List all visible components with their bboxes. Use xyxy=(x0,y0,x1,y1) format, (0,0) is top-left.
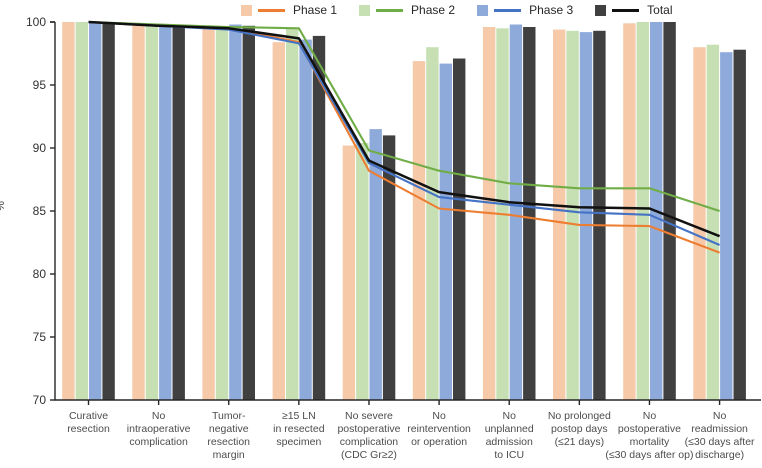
total-line-swatch-icon xyxy=(612,8,640,12)
bar-phase-1 xyxy=(272,42,285,400)
bar-total xyxy=(312,35,326,401)
y-tick-label: 70 xyxy=(33,393,47,407)
bar-phase-1 xyxy=(202,25,215,401)
legend-item-total: Total xyxy=(595,3,673,17)
bar-phase-2 xyxy=(286,28,299,401)
bar-total xyxy=(663,22,676,400)
y-tick-label: 80 xyxy=(33,267,47,281)
y-tick-label: 85 xyxy=(33,204,47,218)
category-label: No postoperative mortality (≤30 days after … xyxy=(605,410,693,461)
phase1-bar-swatch-icon xyxy=(241,4,252,16)
bar-phase-2 xyxy=(75,22,88,400)
bar-phase-3 xyxy=(509,24,523,400)
bar-total xyxy=(382,135,396,400)
legend-item-phase2: Phase 2 xyxy=(359,3,455,17)
bar-phase-2 xyxy=(426,47,439,400)
phase2-line-swatch-icon xyxy=(376,8,404,12)
legend-label: Phase 1 xyxy=(293,3,338,17)
bar-phase-2 xyxy=(356,143,369,400)
bar-phase-1 xyxy=(342,145,356,400)
category-label: No severe postoperative complication (CDC G… xyxy=(337,410,400,461)
bar-phase-3 xyxy=(439,63,452,400)
y-tick-label: 75 xyxy=(33,330,47,344)
bar-phase-3 xyxy=(89,22,102,400)
legend-item-phase3: Phase 3 xyxy=(477,3,573,17)
y-tick-label: 95 xyxy=(33,78,47,92)
phase3-bar-swatch-icon xyxy=(477,4,489,16)
bar-phase-3 xyxy=(579,32,593,400)
bar-phase-1 xyxy=(62,22,75,400)
category-label: Tumor-negative resection margin xyxy=(207,410,250,461)
bar-phase-1 xyxy=(623,23,636,401)
category-label: No prolonged postop days (≤21 days) xyxy=(548,410,611,448)
trend-line-total xyxy=(88,20,721,238)
trend-line-phase-2 xyxy=(88,20,720,212)
bar-phase-1 xyxy=(553,29,566,400)
category-label: Curative resection xyxy=(67,410,110,435)
bar-phase-1 xyxy=(132,25,145,401)
legend-label: Phase 3 xyxy=(529,3,574,17)
bar-total xyxy=(733,49,746,400)
phase1-line-swatch-icon xyxy=(258,8,285,12)
bar-total xyxy=(453,58,466,400)
category-label: No reintervention or operation xyxy=(407,410,471,448)
chart-legend: Phase 1 Phase 2 Phase 3 Total xyxy=(241,3,673,17)
category-label: No readmission (≤30 days after discharge) xyxy=(685,410,755,461)
category-label: No intraoperative complication xyxy=(127,410,191,448)
bar-total xyxy=(102,22,115,400)
bar-phase-2 xyxy=(636,22,649,400)
legend-label: Phase 2 xyxy=(411,3,456,17)
bar-phase-2 xyxy=(566,30,579,401)
bar-total xyxy=(172,25,185,401)
bar-phase-3 xyxy=(159,25,172,401)
y-tick-label: 100 xyxy=(26,15,46,29)
legend-item-phase1: Phase 1 xyxy=(241,3,337,17)
total-bar-swatch-icon xyxy=(595,4,607,16)
bar-phase-3 xyxy=(720,52,733,400)
phase2-bar-swatch-icon xyxy=(359,4,371,16)
y-tick-label: 90 xyxy=(33,141,47,155)
category-label: No unplanned admission to ICU xyxy=(485,410,534,461)
phase3-line-swatch-icon xyxy=(494,8,522,12)
bar-phase-3 xyxy=(369,129,382,400)
bar-phase-2 xyxy=(706,44,720,400)
bar-phase-3 xyxy=(229,24,242,400)
bar-phase-1 xyxy=(412,61,426,400)
bar-phase-3 xyxy=(299,39,312,400)
bar-total xyxy=(593,30,606,401)
bar-total xyxy=(242,25,255,401)
bar-phase-2 xyxy=(145,24,159,400)
bar-phase-1 xyxy=(693,47,706,400)
category-label: ≥15 LN in resected specimen xyxy=(273,410,325,448)
bar-phase-2 xyxy=(215,27,229,400)
legend-label: Total xyxy=(647,3,673,17)
bar-total xyxy=(523,27,536,400)
